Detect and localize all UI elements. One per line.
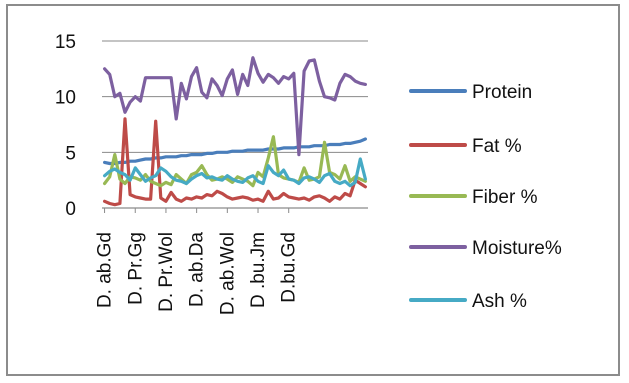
x-category-label: D. Pr.Gg xyxy=(125,232,146,305)
y-axis: 0 5 10 15 xyxy=(55,32,76,220)
y-tick-label: 0 xyxy=(65,199,76,220)
series-lines xyxy=(102,56,367,207)
x-category-label: D .bu.Jm xyxy=(248,232,269,308)
legend-label: Fiber % xyxy=(472,187,538,208)
gridlines xyxy=(102,40,368,209)
legend-label: Protein xyxy=(472,82,532,103)
x-category-label: D. Pr.Wol xyxy=(156,232,177,312)
series-line-protein xyxy=(102,137,367,166)
x-category-label: D.bu.Gd xyxy=(279,232,300,303)
legend: Protein Fat % Fiber % Moisture% Ash % xyxy=(409,82,562,312)
x-category-label: D. ab.Gd xyxy=(95,232,116,308)
legend-label: Moisture% xyxy=(472,238,562,259)
y-tick-label: 5 xyxy=(65,143,76,164)
series-line-moisture xyxy=(102,56,367,157)
legend-label: Ash % xyxy=(472,291,527,312)
y-tick-label: 15 xyxy=(55,32,76,53)
x-category-label: D. ab.Da xyxy=(187,232,208,307)
series-line-ash xyxy=(102,157,367,188)
x-category-label: D. ab.Wol xyxy=(217,232,238,315)
y-tick-label: 10 xyxy=(55,88,76,109)
series-line-fat xyxy=(102,117,367,207)
legend-label: Fat % xyxy=(472,136,522,157)
x-axis: D. ab.Gd D. Pr.Gg D. Pr.Wol D. ab.Da D. ab.W… xyxy=(95,207,368,315)
chart-frame xyxy=(6,4,620,376)
